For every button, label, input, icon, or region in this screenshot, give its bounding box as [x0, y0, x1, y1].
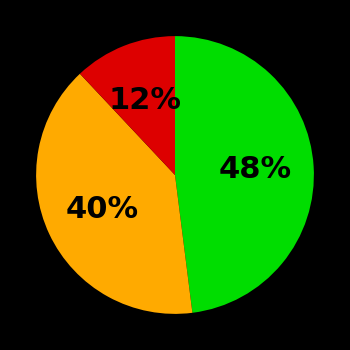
Wedge shape	[36, 74, 192, 314]
Text: 48%: 48%	[219, 155, 292, 184]
Wedge shape	[80, 36, 175, 175]
Text: 12%: 12%	[109, 86, 182, 114]
Text: 40%: 40%	[65, 195, 139, 224]
Wedge shape	[175, 36, 314, 313]
